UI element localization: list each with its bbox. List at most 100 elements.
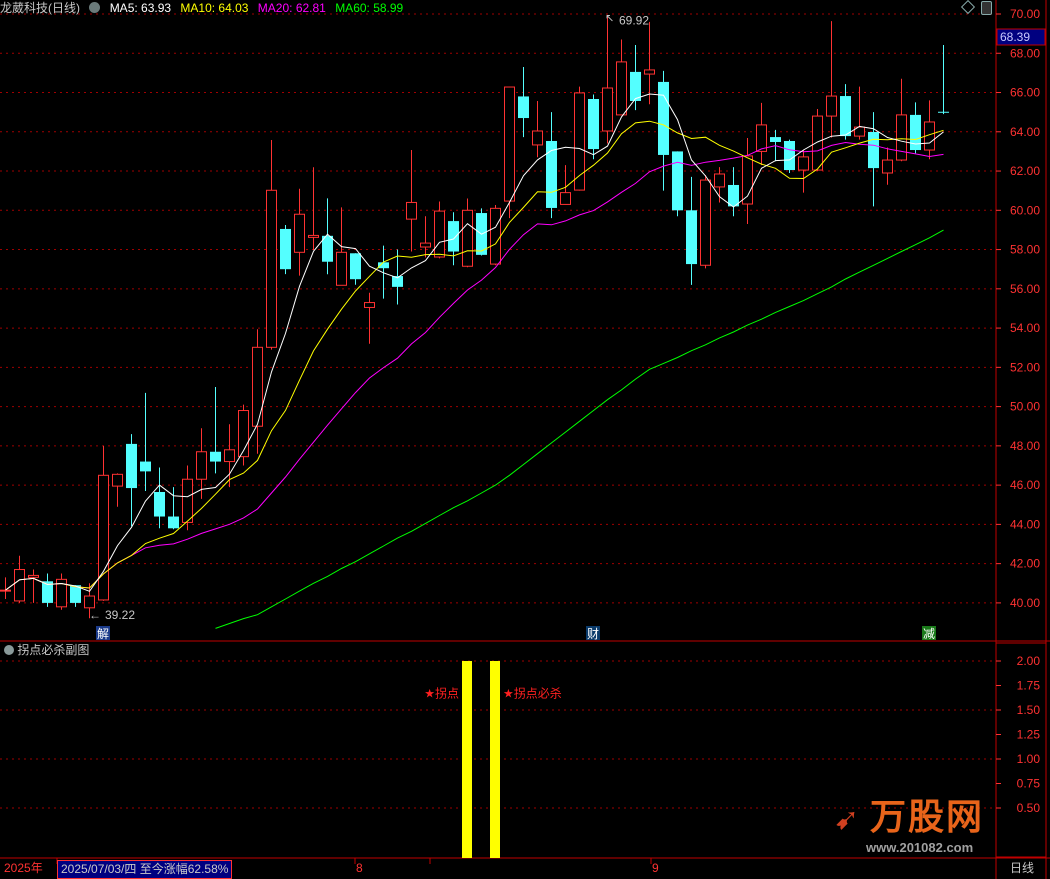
candle xyxy=(742,138,753,225)
candle-body-up xyxy=(252,346,263,427)
candle-body-up xyxy=(644,69,655,75)
event-marker-bg xyxy=(922,626,936,640)
candle xyxy=(686,176,697,285)
candle-body-up xyxy=(574,92,585,191)
candle xyxy=(882,147,893,185)
candle-body-up xyxy=(700,179,711,266)
candle xyxy=(644,21,655,105)
high-price-label: 69.92 xyxy=(619,14,649,28)
subchart-title: 拐点必杀副图 xyxy=(17,643,90,657)
watermark-logo: ➹ 万股网 www.201082.com xyxy=(830,798,1000,858)
candle xyxy=(238,404,249,466)
candle xyxy=(938,45,949,115)
candle xyxy=(462,198,473,268)
candle xyxy=(784,139,795,174)
settings-icon[interactable] xyxy=(89,2,101,13)
sub-y-tick-label: 2.00 xyxy=(1017,654,1041,668)
candle xyxy=(294,188,305,276)
candle xyxy=(560,165,571,205)
candle-body-up xyxy=(112,473,123,487)
candle xyxy=(616,39,627,116)
candle-body-down xyxy=(588,98,599,150)
signal-annotation: ★拐点必杀 xyxy=(503,685,562,700)
candle-body-down xyxy=(42,581,53,603)
candle xyxy=(266,140,277,350)
candle xyxy=(896,78,907,162)
candle-body-up xyxy=(308,234,319,238)
candle xyxy=(504,86,515,219)
y-tick-label: 50.00 xyxy=(1010,400,1040,414)
candle xyxy=(224,424,235,488)
y-tick-label: 46.00 xyxy=(1010,478,1040,492)
candle-body-down xyxy=(378,262,389,269)
candle xyxy=(574,86,585,191)
candle-body-up xyxy=(182,478,193,523)
candle xyxy=(280,225,291,275)
candle-body-down xyxy=(168,516,179,529)
y-tick-label: 44.00 xyxy=(1010,517,1040,531)
event-marker-bg xyxy=(96,626,110,640)
y-tick-label: 52.00 xyxy=(1010,360,1040,374)
candle xyxy=(84,583,95,619)
event-marker-label[interactable]: 解 xyxy=(97,627,109,641)
y-tick-label: 64.00 xyxy=(1010,125,1040,139)
y-tick-label: 56.00 xyxy=(1010,282,1040,296)
candle xyxy=(70,585,81,607)
candle-body-down xyxy=(140,461,151,472)
candle-body-down xyxy=(630,71,641,101)
current-price-label: 68.39 xyxy=(1000,30,1030,44)
candle-body-down xyxy=(154,491,165,517)
sub-y-tick-label: 1.25 xyxy=(1017,728,1041,742)
candle xyxy=(322,198,333,275)
event-marker-label[interactable]: 减 xyxy=(923,627,935,641)
candle-body-up xyxy=(406,201,417,220)
candle-body-down xyxy=(322,235,333,262)
candle-body-up xyxy=(532,130,543,146)
logo-url: www.201082.com xyxy=(866,840,974,855)
candle-body-up xyxy=(0,589,11,592)
candle xyxy=(868,112,879,207)
sub-y-tick-label: 1.00 xyxy=(1017,752,1041,766)
candle xyxy=(490,204,501,266)
candle-body-up xyxy=(756,124,767,152)
candle xyxy=(210,386,221,474)
candle-body-up xyxy=(714,173,725,188)
candle xyxy=(798,149,809,193)
candle xyxy=(826,21,837,138)
sub-y-tick-label: 1.50 xyxy=(1017,703,1041,717)
candle-body-up xyxy=(56,578,67,608)
sub-axis-frame xyxy=(995,642,1047,858)
candle xyxy=(308,167,319,250)
collapse-icon[interactable] xyxy=(4,645,14,655)
candle-body-up xyxy=(434,210,445,258)
candle-body-up xyxy=(238,410,249,458)
logo-text: 万股网 xyxy=(870,797,985,838)
candle-body-down xyxy=(126,443,137,489)
window-button-icon[interactable] xyxy=(981,1,992,15)
candle-body-down xyxy=(686,210,697,265)
low-price-label: 39.22 xyxy=(105,608,135,622)
sub-y-tick-label: 0.75 xyxy=(1017,777,1041,791)
ma10-line xyxy=(5,120,944,591)
y-tick-label: 70.00 xyxy=(1010,7,1040,21)
candle-body-down xyxy=(546,141,557,208)
high-arrow-icon: ↖ xyxy=(605,13,614,25)
candle xyxy=(112,473,123,507)
candle-body-up xyxy=(812,115,823,171)
candle-body-down xyxy=(770,137,781,142)
candle-body-down xyxy=(840,96,851,137)
signal-bar xyxy=(462,661,472,858)
candle xyxy=(0,577,11,599)
candle-body-down xyxy=(658,81,669,155)
candle-body-down xyxy=(938,111,949,113)
y-tick-label: 42.00 xyxy=(1010,557,1040,571)
ma5-legend: MA5: 63.93 xyxy=(109,1,172,15)
event-marker-label[interactable]: 财 xyxy=(587,627,599,641)
year-label: 2025年 xyxy=(4,861,43,875)
period-label[interactable]: 日线 xyxy=(1010,861,1035,875)
ma5-line xyxy=(5,93,944,592)
candle-body-up xyxy=(462,209,473,267)
y-tick-label: 68.00 xyxy=(1010,46,1040,60)
candle-body-up xyxy=(224,449,235,463)
